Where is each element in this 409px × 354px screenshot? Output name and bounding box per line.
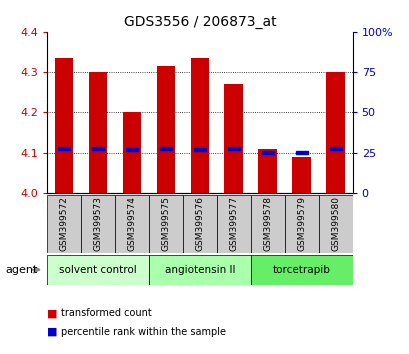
Bar — [292, 157, 310, 193]
Bar — [224, 84, 243, 193]
Bar — [81, 195, 115, 253]
Text: torcetrapib: torcetrapib — [272, 265, 330, 275]
Bar — [250, 195, 284, 253]
Text: transformed count: transformed count — [61, 308, 151, 318]
Text: GSM399574: GSM399574 — [127, 196, 136, 251]
Text: GSM399579: GSM399579 — [297, 196, 306, 251]
Text: percentile rank within the sample: percentile rank within the sample — [61, 327, 225, 337]
Bar — [261, 151, 273, 154]
Bar — [156, 66, 175, 193]
Bar — [284, 195, 318, 253]
Text: GSM399573: GSM399573 — [93, 196, 102, 251]
Bar — [47, 255, 148, 285]
Bar — [122, 113, 141, 193]
Bar — [193, 148, 205, 152]
Bar — [47, 195, 81, 253]
Bar — [126, 148, 137, 152]
Bar — [258, 149, 276, 193]
Text: GSM399580: GSM399580 — [330, 196, 339, 251]
Bar — [216, 195, 250, 253]
Text: solvent control: solvent control — [59, 265, 137, 275]
Bar — [190, 58, 209, 193]
Bar — [92, 147, 104, 150]
Bar — [318, 195, 352, 253]
Bar — [295, 151, 307, 154]
Text: agent: agent — [5, 265, 38, 275]
Bar — [55, 58, 73, 193]
Bar — [148, 255, 250, 285]
Text: GSM399572: GSM399572 — [59, 196, 68, 251]
Bar — [58, 147, 70, 150]
Bar — [326, 72, 344, 193]
Text: angiotensin II: angiotensin II — [164, 265, 234, 275]
Text: GSM399578: GSM399578 — [263, 196, 272, 251]
Bar — [88, 72, 107, 193]
Text: ■: ■ — [47, 327, 58, 337]
Bar — [115, 195, 148, 253]
Title: GDS3556 / 206873_at: GDS3556 / 206873_at — [123, 16, 276, 29]
Text: ■: ■ — [47, 308, 58, 318]
Bar — [329, 147, 341, 150]
Bar — [250, 255, 352, 285]
Bar — [160, 147, 171, 150]
Bar — [148, 195, 182, 253]
Text: GSM399577: GSM399577 — [229, 196, 238, 251]
Bar — [227, 147, 239, 150]
Text: GSM399575: GSM399575 — [161, 196, 170, 251]
Text: GSM399576: GSM399576 — [195, 196, 204, 251]
Bar — [182, 195, 216, 253]
